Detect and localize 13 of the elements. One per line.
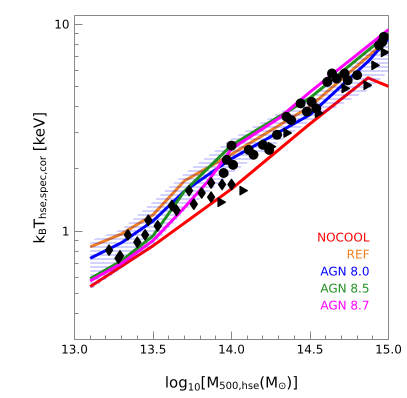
x-tick-label: 14.5 [296,342,324,356]
y-axis-title: kBThse,spec,cor [keV] [30,112,49,244]
text: NOCOOL [317,230,370,244]
text: AGN 8.5 [320,282,370,296]
text: REF [346,248,370,262]
y-tick-label: 1 [62,224,70,239]
text: AGN 8.7 [320,298,370,312]
x-tick-label: 15.0 [375,342,402,356]
x-tick-label: 13.5 [140,342,166,356]
x-tick-label: 14.0 [218,342,245,356]
y-tick-label: 10 [54,18,70,32]
text: AGN 8.0 [320,264,370,278]
x-tick-label: 13.0 [61,342,88,356]
